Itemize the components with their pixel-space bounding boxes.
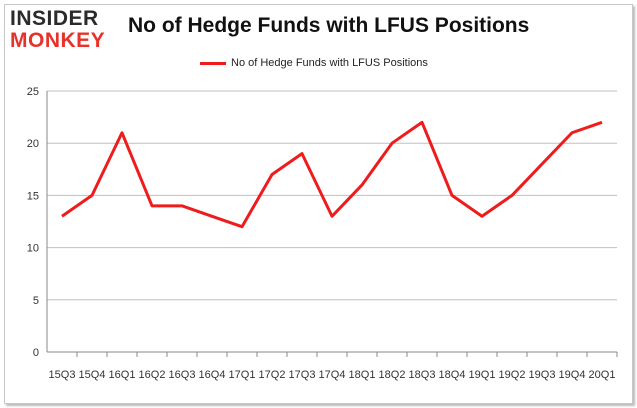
chart-frame [4, 4, 633, 404]
x-tick-label: 18Q4 [439, 369, 466, 381]
x-tick-label: 16Q2 [139, 369, 166, 381]
x-tick-label: 17Q4 [319, 369, 346, 381]
x-tick-label: 18Q1 [349, 369, 376, 381]
chart-title: No of Hedge Funds with LFUS Positions [128, 14, 530, 37]
y-tick-label: 5 [33, 295, 39, 307]
y-tick-label: 0 [33, 347, 39, 359]
chart-legend: No of Hedge Funds with LFUS Positions [200, 57, 428, 69]
y-tick-label: 20 [27, 138, 39, 150]
series-line [61, 120, 603, 229]
x-tick-label: 17Q2 [259, 369, 286, 381]
x-tick-label: 20Q1 [589, 369, 616, 381]
x-tick-label: 19Q4 [559, 369, 586, 381]
insider-monkey-logo: INSIDER MONKEY [10, 8, 118, 51]
y-tick-label: 15 [27, 190, 39, 202]
x-tick-label: 19Q3 [529, 369, 556, 381]
legend-swatch [200, 61, 226, 65]
y-tick-label: 10 [27, 243, 39, 255]
x-tick-label: 15Q3 [49, 369, 76, 381]
x-tick-label: 18Q3 [409, 369, 436, 381]
logo-line-2: MONKEY [10, 29, 106, 52]
legend-label: No of Hedge Funds with LFUS Positions [231, 57, 428, 69]
x-tick-label: 15Q4 [79, 369, 106, 381]
x-tick-label: 18Q2 [379, 369, 406, 381]
x-tick-label: 16Q3 [169, 369, 196, 381]
x-tick-label: 19Q1 [469, 369, 496, 381]
y-tick-label: 25 [27, 86, 39, 98]
x-tick-label: 16Q4 [199, 369, 226, 381]
x-tick-label: 17Q3 [289, 369, 316, 381]
x-tick-label: 16Q1 [109, 369, 136, 381]
x-tick-label: 19Q2 [499, 369, 526, 381]
x-tick-label: 17Q1 [229, 369, 256, 381]
logo-line-1: INSIDER [10, 7, 99, 30]
